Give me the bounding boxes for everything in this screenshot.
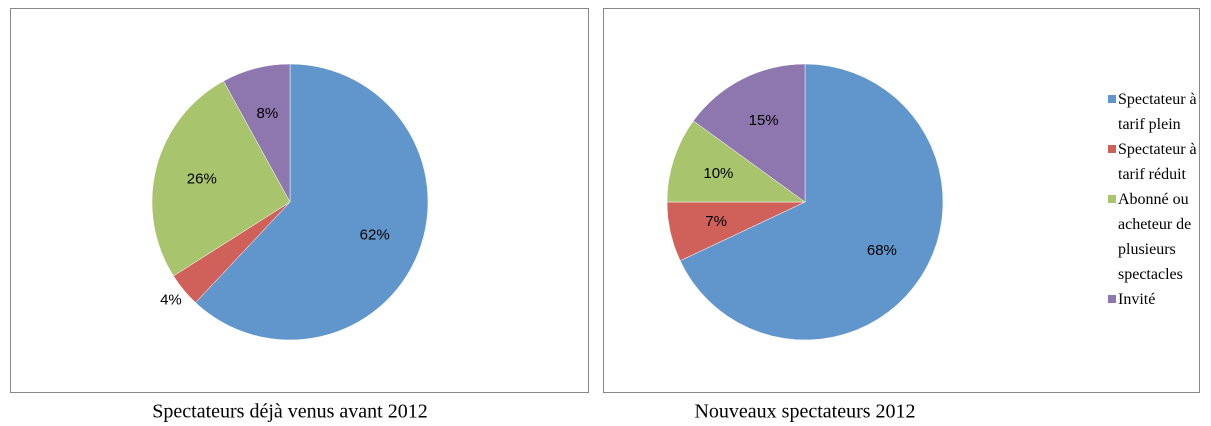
data-label: 4%	[160, 291, 182, 308]
pie-slice	[679, 63, 944, 341]
data-label: 62%	[360, 226, 390, 243]
data-label: 8%	[257, 105, 279, 122]
pie-slice	[693, 63, 806, 203]
legend-entry: Invité	[1108, 287, 1208, 312]
pie-slice	[151, 80, 291, 277]
pie-slice	[666, 120, 806, 203]
data-label: 7%	[705, 213, 727, 230]
legend-entry: Spectateur à tarif plein	[1108, 87, 1208, 137]
pie-slice	[223, 63, 291, 203]
legend-swatch	[1108, 295, 1116, 303]
chart-caption: Nouveaux spectateurs 2012	[694, 401, 915, 423]
pie-slice	[195, 63, 429, 341]
legend-swatch	[1108, 145, 1116, 153]
chart-caption: Spectateurs déjà venus avant 2012	[152, 401, 427, 423]
legend-label: Spectateur à tarif plein	[1118, 91, 1197, 133]
legend: Spectateur à tarif plein Spectateur à tar…	[1108, 87, 1208, 308]
legend-label: Abonné ou acheteur de plusieurs spectacl…	[1118, 191, 1192, 283]
legend-entry: Spectateur à tarif réduit	[1108, 137, 1208, 187]
legend-swatch	[1108, 195, 1116, 203]
data-label: 10%	[703, 165, 733, 182]
data-label: 15%	[749, 112, 779, 129]
data-label: 68%	[867, 242, 897, 259]
legend-entry: Abonné ou acheteur de plusieurs spectacl…	[1108, 187, 1208, 287]
legend-swatch	[1108, 95, 1116, 103]
data-label: 26%	[187, 170, 217, 187]
legend-label: Invité	[1118, 291, 1156, 308]
legend-label: Spectateur à tarif réduit	[1118, 141, 1197, 183]
